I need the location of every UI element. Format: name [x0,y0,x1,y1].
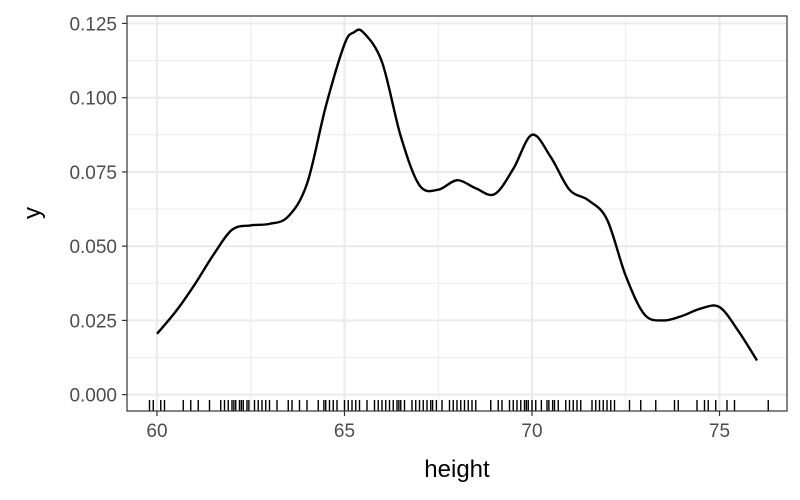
panel-border [126,15,788,412]
panel-background [127,16,787,411]
x-tick-label: 65 [334,421,355,442]
minor-gridlines [127,16,787,411]
y-axis-title: y [19,207,46,219]
x-tick-label: 60 [146,421,167,442]
y-tick-label: 0.025 [69,311,117,332]
x-tick-label: 75 [709,421,730,442]
y-tick-label: 0.125 [69,14,117,35]
y-tick-label: 0.100 [69,89,117,110]
x-axis-ticks: 60 65 70 75 [146,411,730,442]
rug-marks [148,400,769,411]
y-tick-label: 0.050 [69,237,117,258]
x-axis-title: height [424,456,490,483]
y-tick-label: 0.000 [69,386,117,407]
x-tick-label: 70 [521,421,542,442]
density-curve [156,28,759,362]
y-tick-label: 0.075 [69,163,117,184]
major-gridlines [127,16,787,411]
y-axis-ticks: 0.000 0.025 0.050 0.075 0.100 0.125 [69,14,127,407]
